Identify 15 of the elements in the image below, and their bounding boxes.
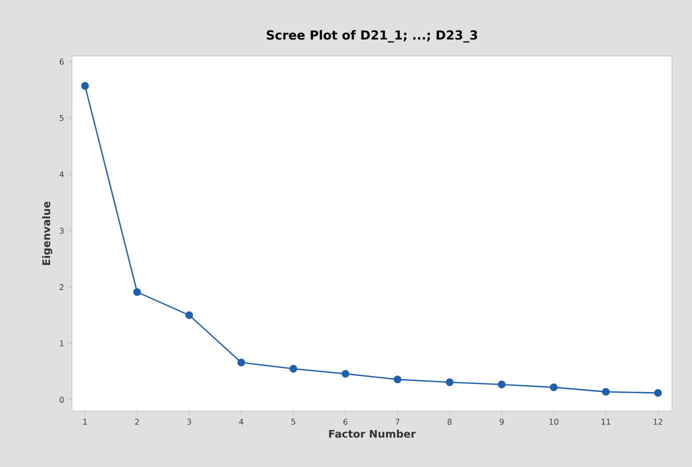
chart-title: Scree Plot of D21_1; ...; D23_3	[266, 30, 478, 42]
point	[290, 364, 298, 373]
point	[133, 288, 141, 296]
point	[654, 389, 662, 397]
point	[342, 370, 350, 378]
point	[498, 380, 506, 388]
y-axis-title: Eigenvalue	[42, 202, 52, 265]
point	[394, 376, 402, 384]
point	[602, 388, 610, 396]
point	[446, 378, 454, 386]
point	[550, 383, 558, 392]
point	[81, 82, 89, 90]
point	[237, 358, 246, 366]
x-axis-title: Factor Number	[329, 430, 416, 438]
point	[185, 311, 194, 320]
